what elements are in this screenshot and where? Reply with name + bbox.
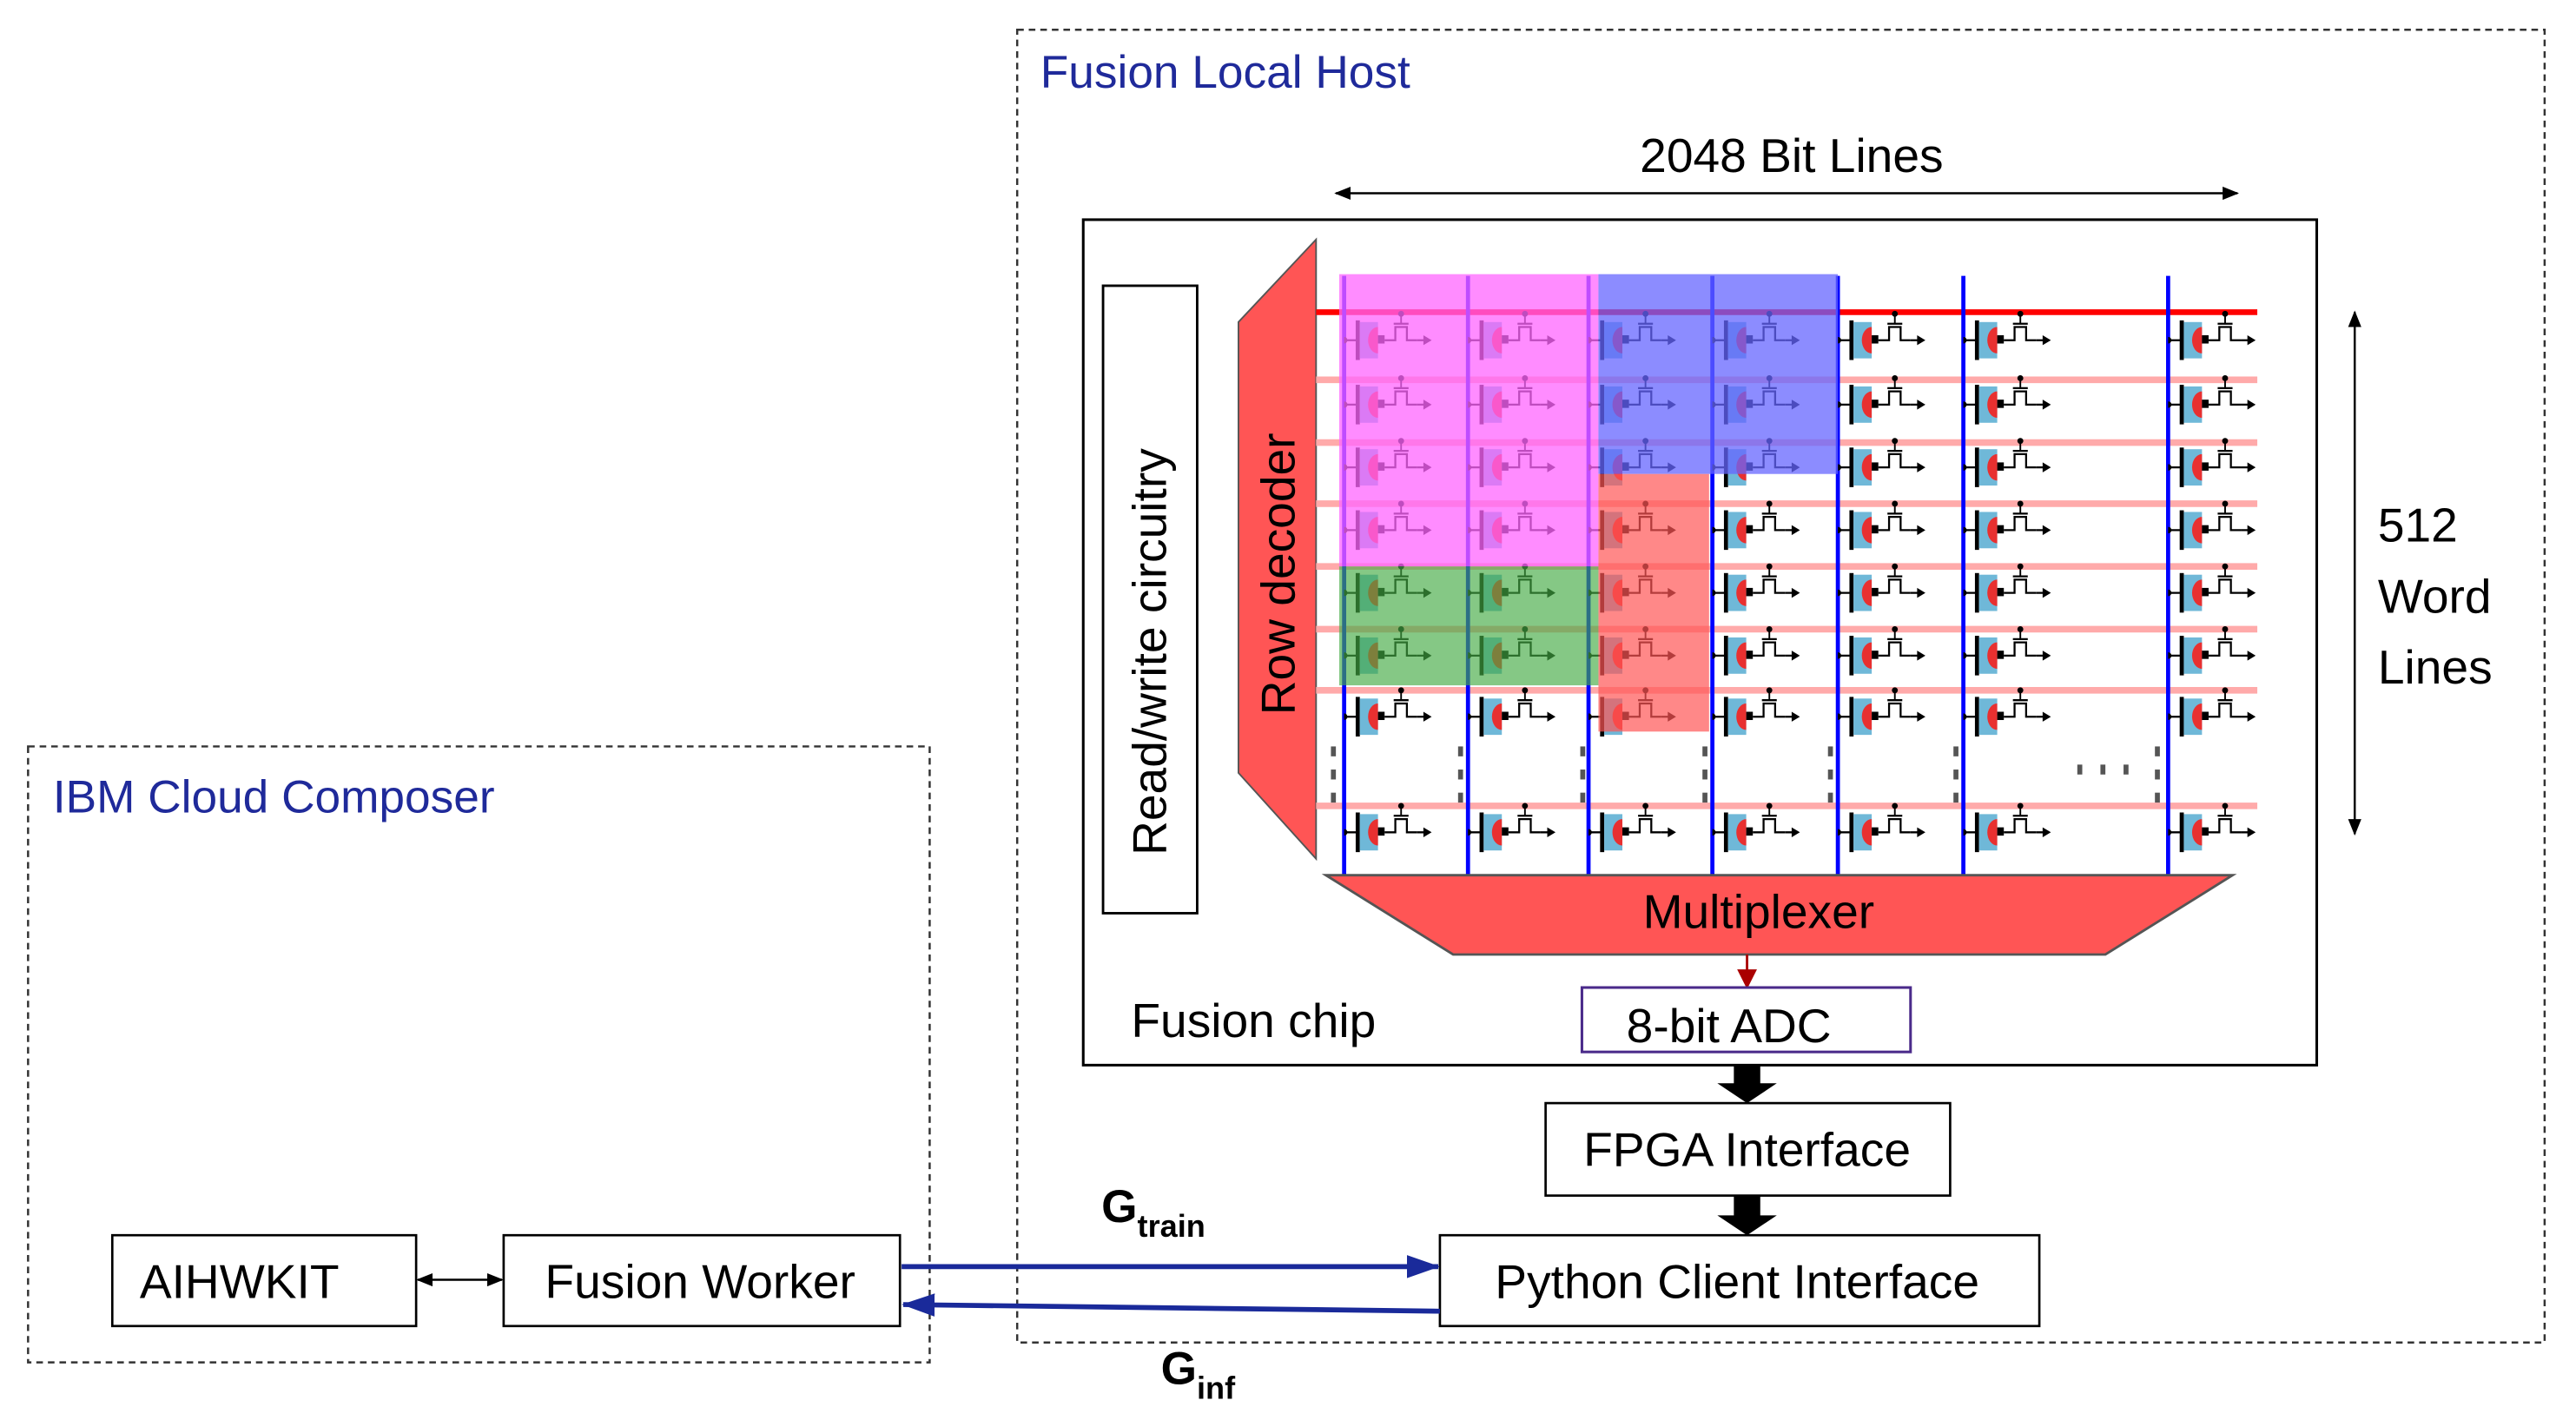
aihwkit-box bbox=[110, 1233, 418, 1328]
ellipsis-dot bbox=[1827, 746, 1833, 756]
ellipsis-dot bbox=[1953, 792, 1958, 803]
ellipsis-dot bbox=[1331, 770, 1337, 780]
ibm-cloud-composer-title: IBM Cloud Composer bbox=[53, 771, 495, 822]
ellipsis-dot bbox=[1702, 792, 1707, 803]
fpga-interface-box bbox=[1544, 1101, 1952, 1197]
python-client-interface-box bbox=[1438, 1233, 2041, 1328]
ellipsis-dot bbox=[1331, 792, 1337, 803]
fusion-chip-label: Fusion chip bbox=[1131, 994, 1376, 1047]
fusion-local-host-container bbox=[1015, 29, 2546, 1344]
ellipsis-dot bbox=[1702, 770, 1707, 780]
ellipsis-dot bbox=[1953, 770, 1958, 780]
word-lines-label-line-3: Lines bbox=[2378, 640, 2493, 694]
ellipsis-dot bbox=[1457, 770, 1463, 780]
ellipsis-dot bbox=[2100, 764, 2106, 775]
ellipsis-dot bbox=[1702, 746, 1707, 756]
ellipsis-dot bbox=[2155, 792, 2160, 803]
bit-lines-label: 2048 Bit Lines bbox=[1640, 129, 1943, 182]
crossbar-array bbox=[1316, 274, 2258, 875]
ellipsis-dot bbox=[1457, 792, 1463, 803]
g-train-label: Gtrain bbox=[1101, 1181, 1205, 1244]
ellipsis-dot bbox=[2155, 746, 2160, 756]
word-lines-label-line-1: 512 bbox=[2378, 499, 2458, 552]
ellipsis-dot bbox=[2124, 764, 2129, 775]
ellipsis-dot bbox=[1953, 746, 1958, 756]
ellipsis-dot bbox=[1580, 792, 1586, 803]
multiplexer-label: Multiplexer bbox=[1643, 885, 1875, 939]
tile-red bbox=[1598, 473, 1709, 732]
fusion-local-host-title: Fusion Local Host bbox=[1040, 47, 1410, 98]
ellipsis-dot bbox=[1827, 792, 1833, 803]
g-inf-arrow bbox=[902, 1293, 1440, 1317]
fusion-worker-label: Fusion Worker bbox=[545, 1254, 855, 1308]
multiplexer bbox=[1321, 874, 2237, 956]
ellipsis-dot bbox=[1580, 746, 1586, 756]
aihwkit-label: AIHWKIT bbox=[140, 1254, 340, 1308]
row-decoder bbox=[1238, 237, 1318, 862]
python-client-interface-label: Python Client Interface bbox=[1495, 1254, 1979, 1308]
tile-blue bbox=[1598, 274, 1839, 474]
fusion-worker-box bbox=[502, 1233, 902, 1328]
ellipsis-dot bbox=[1580, 770, 1586, 780]
word-lines-label-line-2: Word bbox=[2378, 569, 2492, 623]
chip-to-fpga-arrow bbox=[1717, 1065, 1777, 1104]
ellipsis-dot bbox=[1457, 746, 1463, 756]
read-write-circuitry-label: Read/write circuitry bbox=[1122, 448, 1176, 855]
tile-magenta bbox=[1338, 274, 1599, 567]
g-inf-label: Ginf bbox=[1161, 1343, 1236, 1405]
row-decoder-label: Row decoder bbox=[1252, 433, 1305, 715]
tile-green bbox=[1338, 566, 1599, 686]
adc-box bbox=[1580, 986, 1912, 1054]
read-write-circuitry-box bbox=[1101, 284, 1199, 915]
adc-label: 8-bit ADC bbox=[1627, 999, 1832, 1053]
fpga-to-python-arrow bbox=[1717, 1195, 1777, 1236]
fpga-interface-label: FPGA Interface bbox=[1583, 1122, 1911, 1176]
ellipsis-dot bbox=[1331, 746, 1337, 756]
ellipsis-dot bbox=[2155, 770, 2160, 780]
ellipsis-dot bbox=[1827, 770, 1833, 780]
ellipsis-dot bbox=[2077, 764, 2083, 775]
